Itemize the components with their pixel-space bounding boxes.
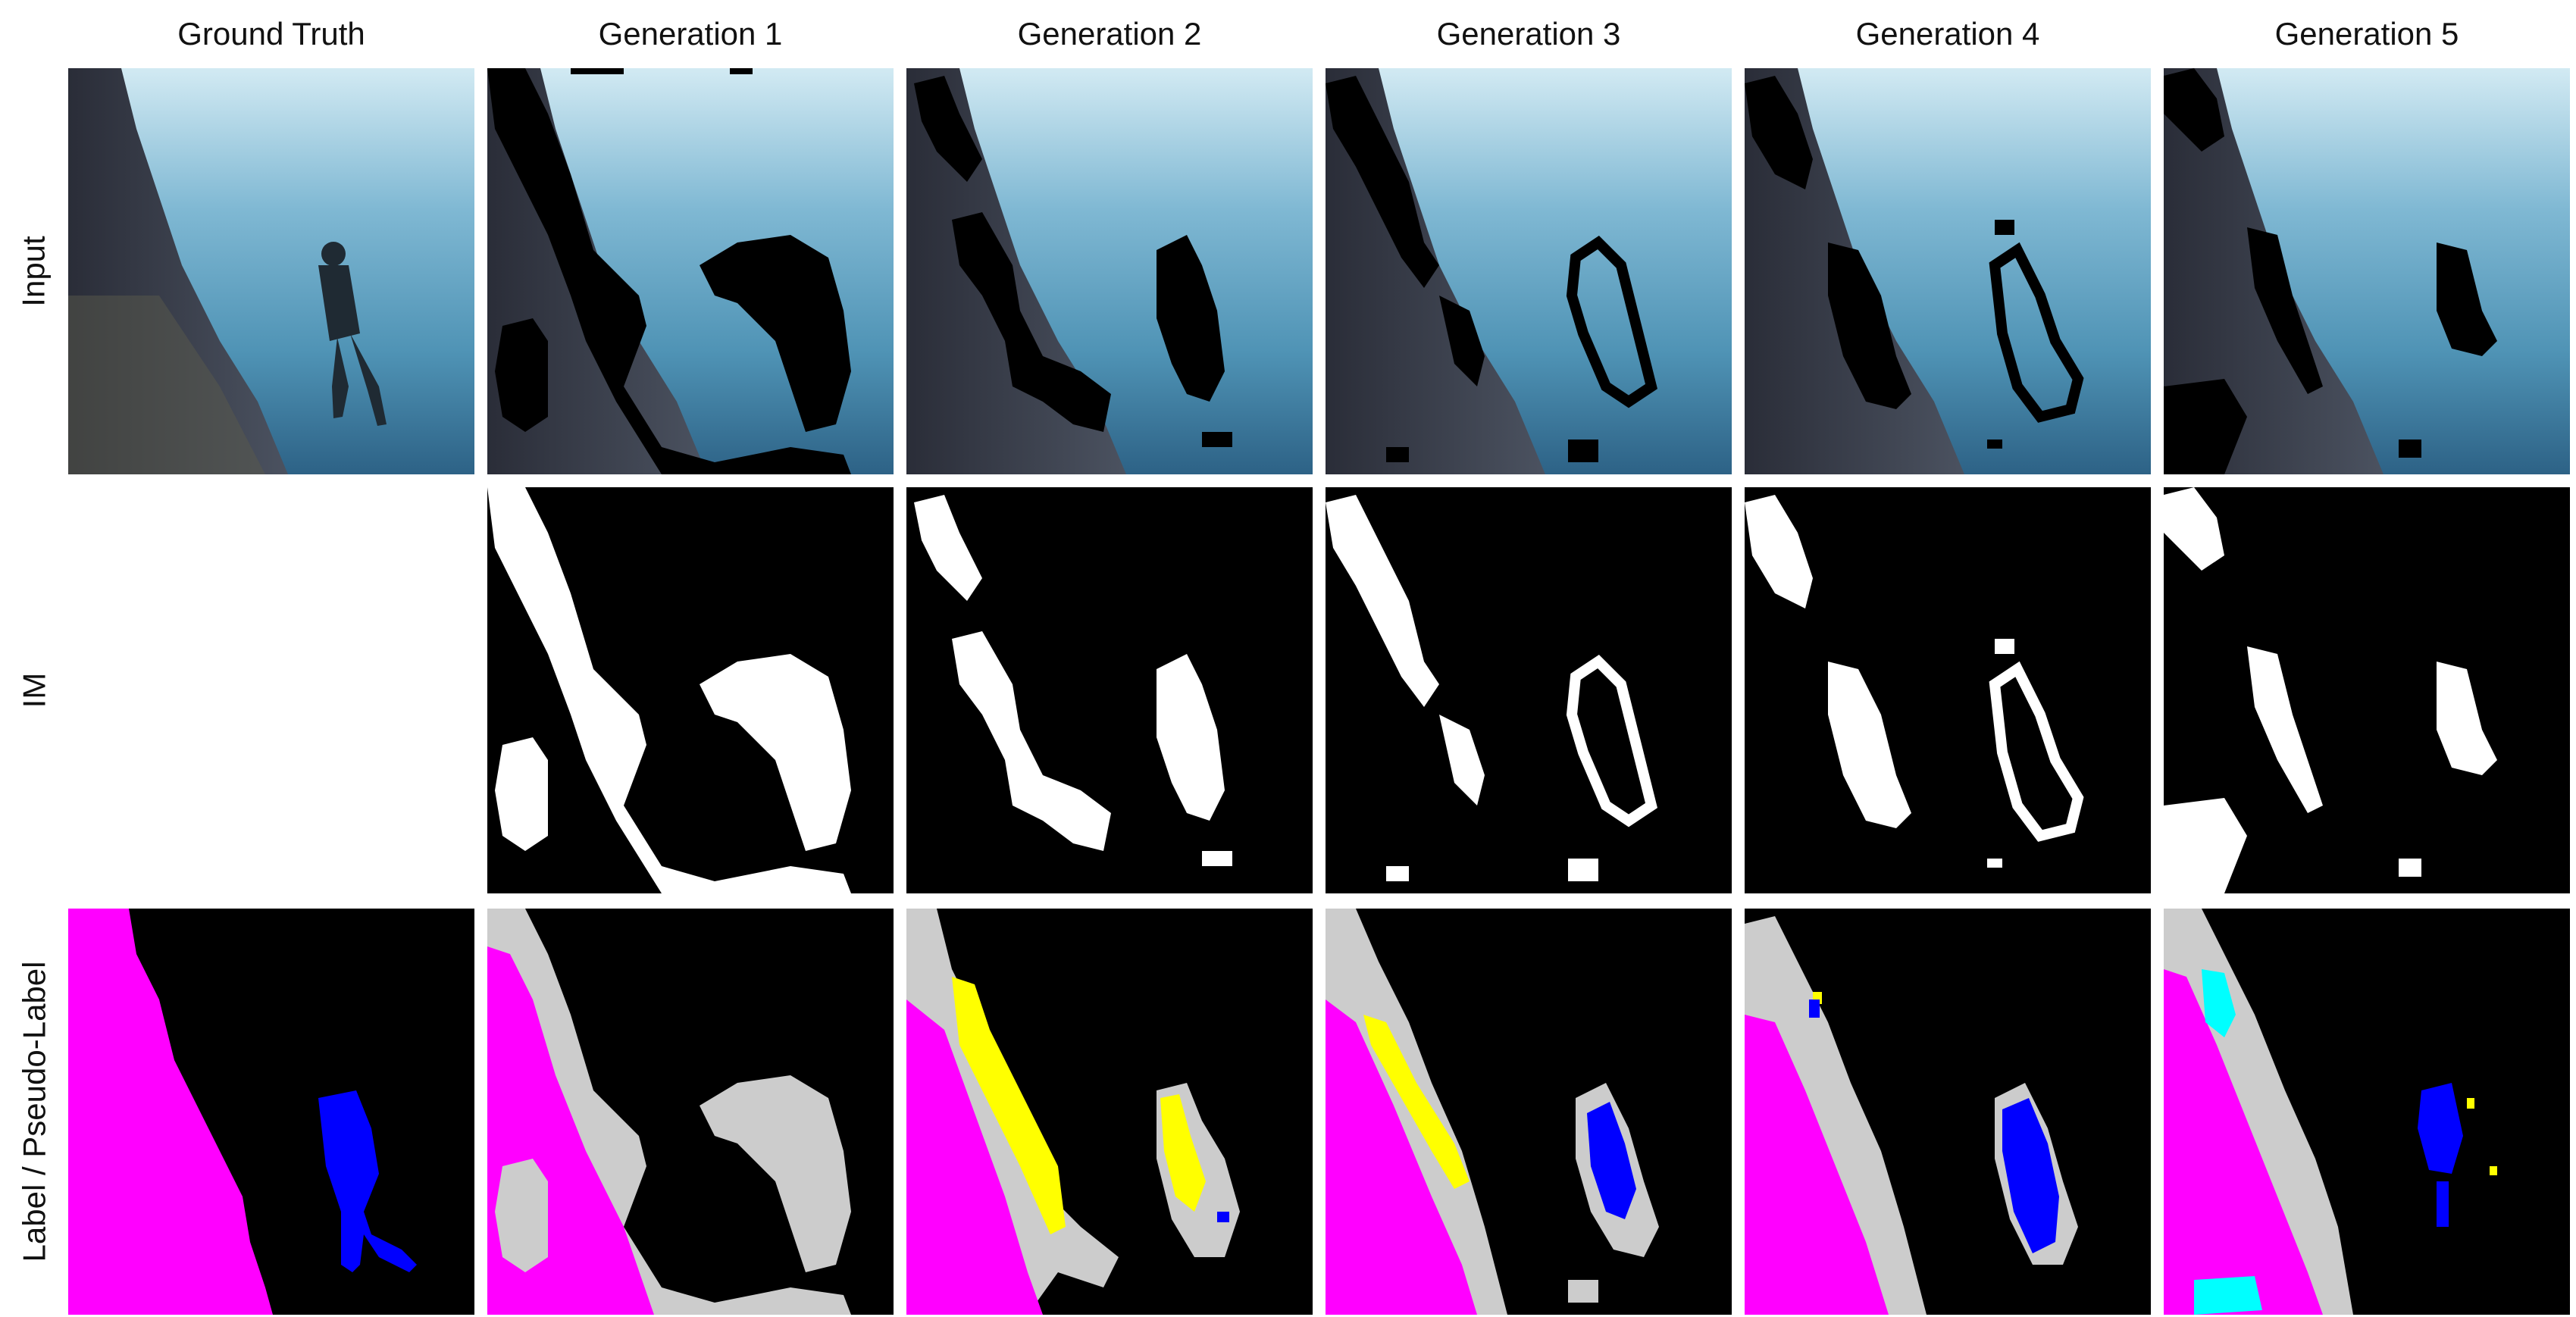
column-header-generation-4: Generation 4 — [1745, 0, 2151, 68]
input-image-generation-5 — [2164, 68, 2570, 474]
im-mask-generation-3 — [1326, 487, 1732, 893]
input-image-ground-truth — [68, 68, 474, 474]
im-mask-generation-4 — [1745, 487, 2151, 893]
im-mask-generation-5 — [2164, 487, 2570, 893]
pseudo-label-generation-2 — [906, 909, 1313, 1315]
pseudo-label-generation-4 — [1745, 909, 2151, 1315]
im-mask-generation-1 — [487, 487, 894, 893]
label-ground-truth — [68, 909, 474, 1315]
im-mask-ground-truth-empty — [68, 487, 474, 893]
input-image-generation-1 — [487, 68, 894, 474]
pseudo-label-generation-3 — [1326, 909, 1732, 1315]
column-header-generation-1: Generation 1 — [487, 0, 894, 68]
im-mask-generation-2 — [906, 487, 1313, 893]
column-header-ground-truth: Ground Truth — [68, 0, 474, 68]
column-header-generation-5: Generation 5 — [2164, 0, 2570, 68]
pseudo-label-generation-1 — [487, 909, 894, 1315]
pseudo-label-generation-5 — [2164, 909, 2570, 1315]
input-image-generation-4 — [1745, 68, 2151, 474]
input-image-generation-3 — [1326, 68, 1732, 474]
column-header-generation-2: Generation 2 — [906, 0, 1313, 68]
input-image-generation-2 — [906, 68, 1313, 474]
column-header-generation-3: Generation 3 — [1326, 0, 1732, 68]
row-header-input: Input — [0, 68, 68, 474]
row-header-label: Label / Pseudo-Label — [0, 909, 68, 1315]
row-header-im: IM — [0, 487, 68, 893]
